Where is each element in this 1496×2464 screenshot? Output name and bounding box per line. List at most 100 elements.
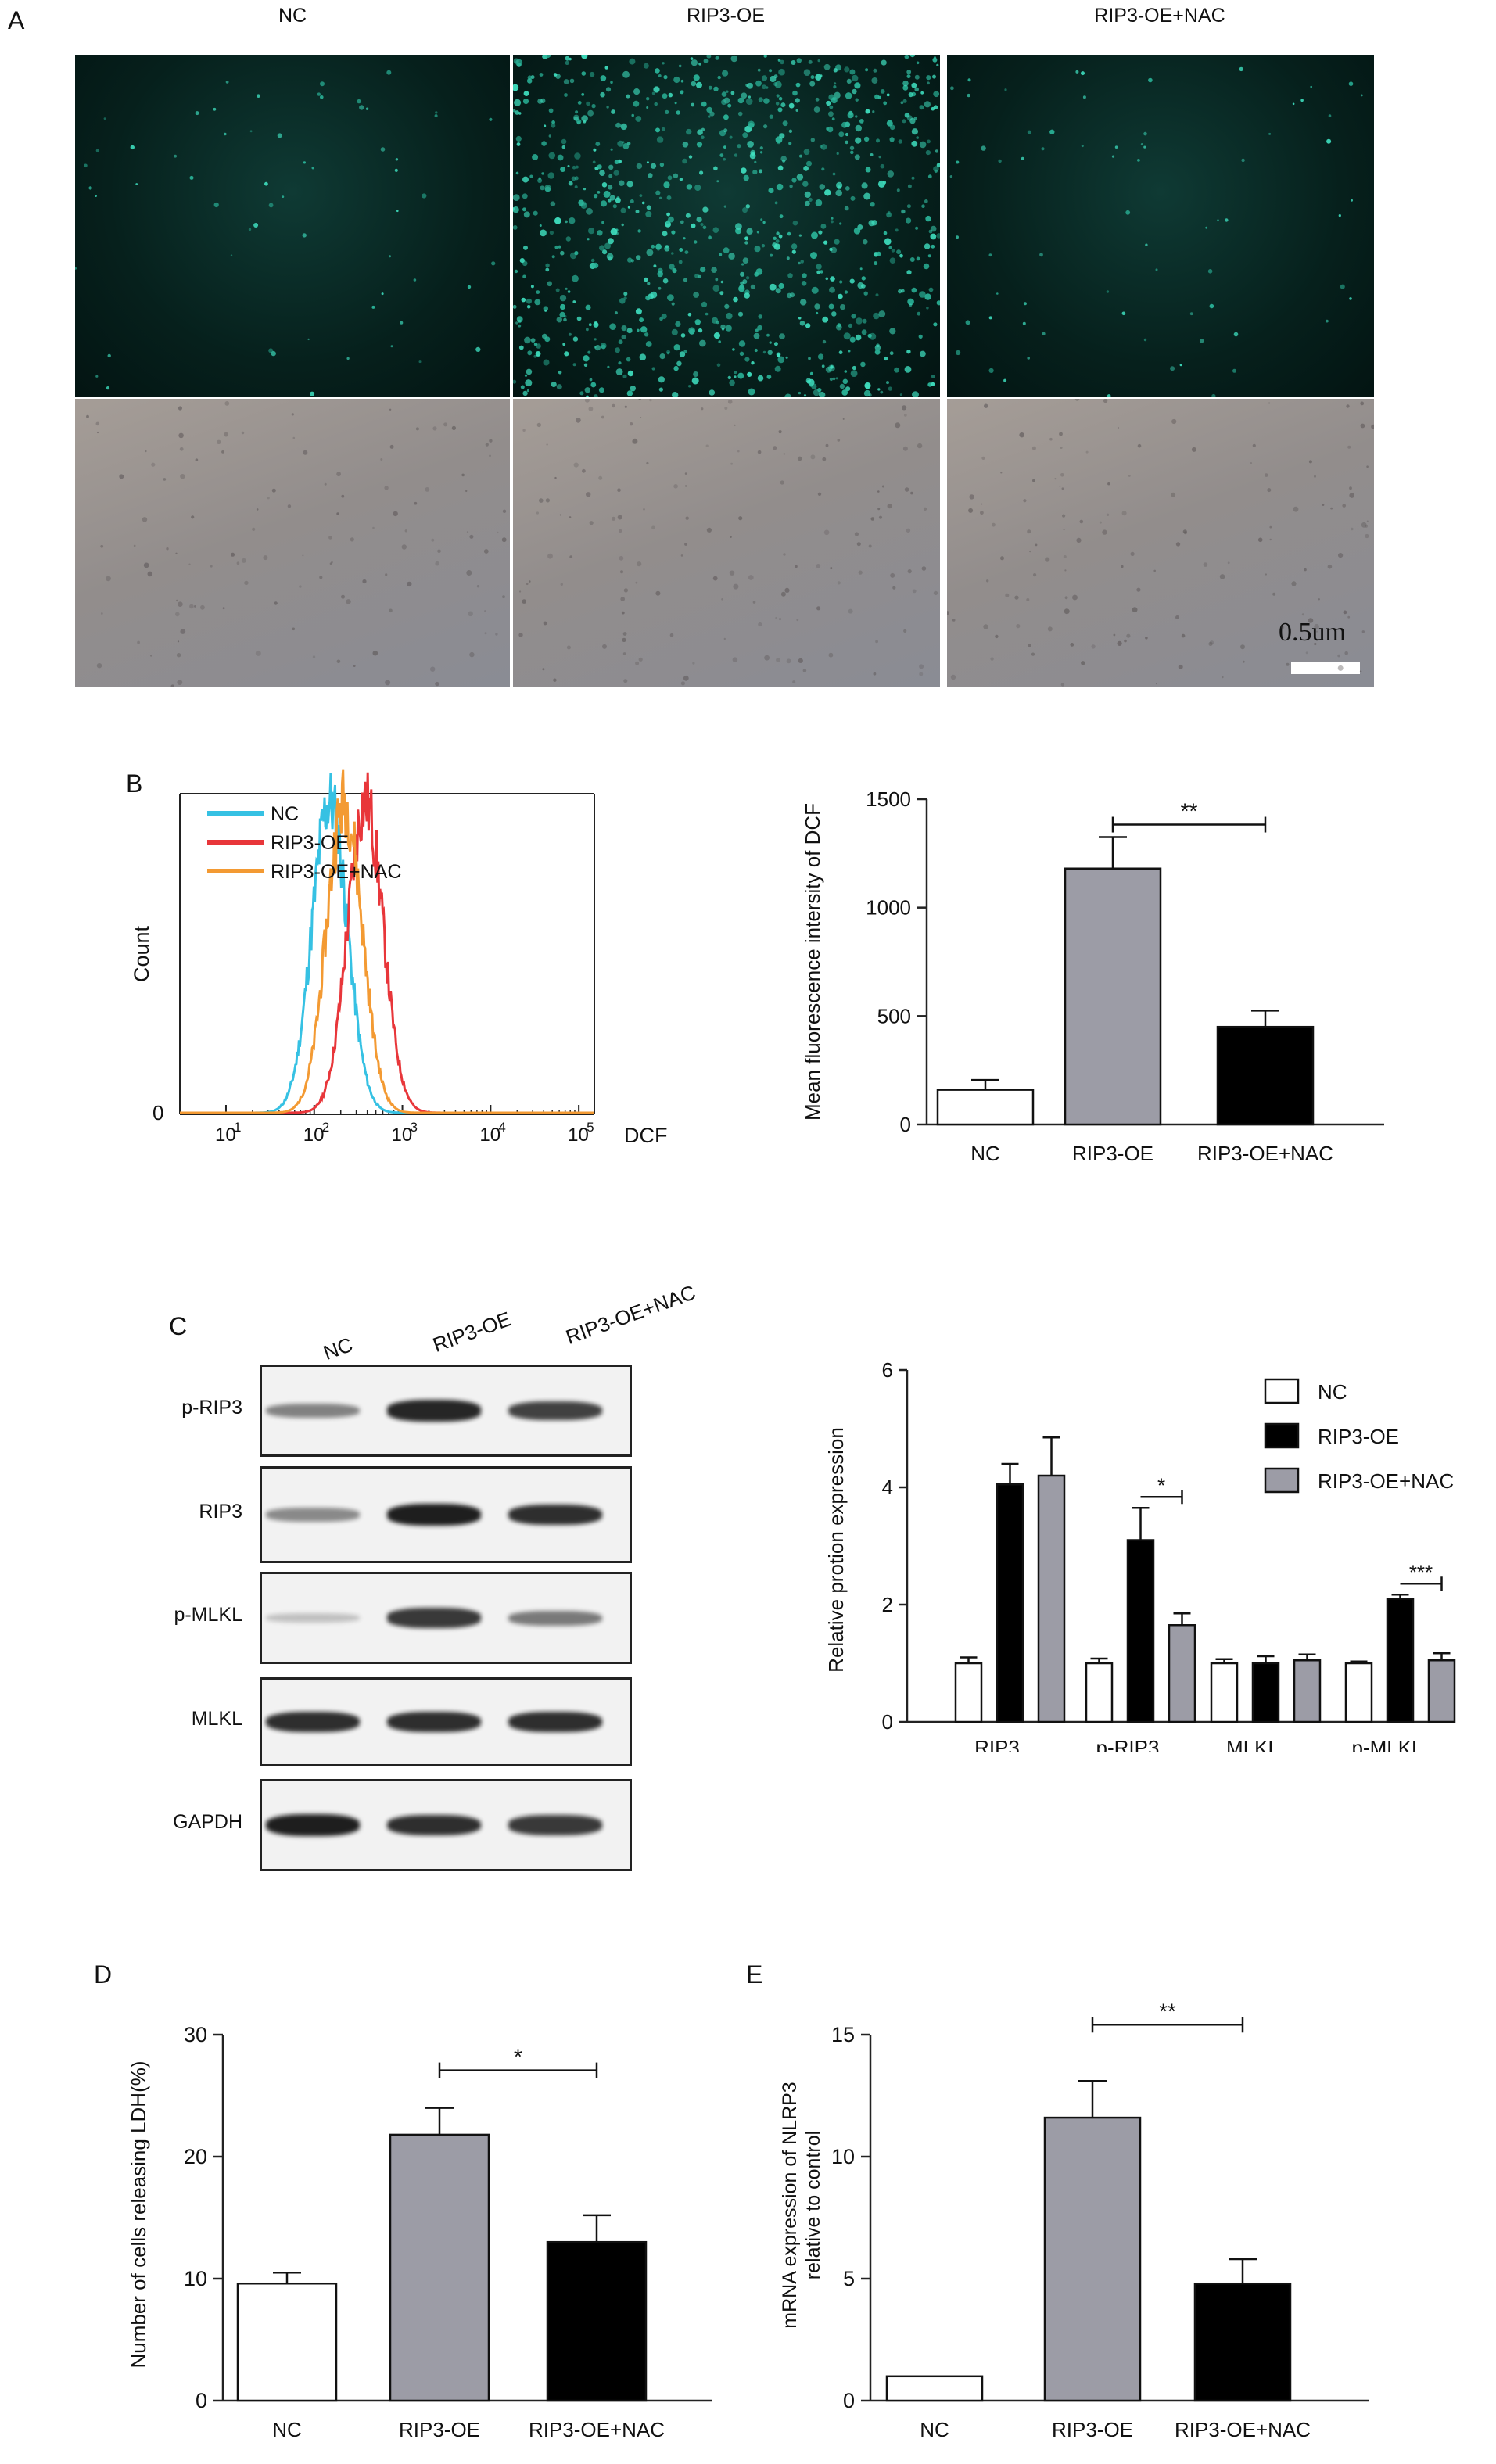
fluorescent-cell [696,217,702,223]
fluorescent-cell [595,142,601,146]
fluorescent-cell [843,332,851,340]
brightfield-cell [547,553,553,559]
fluorescent-cell [513,109,516,113]
blot-band [508,1711,602,1733]
fluorescent-cell [735,223,742,230]
fluorescent-cell [661,313,667,320]
brightfield-cell [950,674,956,680]
brightfield-cell [302,554,304,557]
brightfield-cell [179,447,184,451]
fluorescent-cell [815,97,820,102]
fluorescent-cell [923,263,930,270]
brightfield-cell [353,665,356,667]
fluorescent-cell [787,292,792,299]
y-tick-label: 0 [196,2389,207,2412]
fluorescent-cell [695,321,701,326]
fluorescent-cell [390,345,393,348]
fluorescent-cell [575,110,579,114]
brightfield-cell [425,487,430,492]
brightfield-cell [622,637,626,642]
significance-label: ** [1159,1999,1176,2023]
fluorescent-cell [899,393,902,396]
fluorescent-cell [839,304,846,310]
fluorescent-cell [513,84,519,91]
fluorescent-cell [513,194,520,201]
fluorescent-cell [886,93,890,97]
y-axis-label: Relative protion expression [824,1427,848,1673]
fluorescent-cell [599,170,605,176]
fluorescent-cell [567,290,571,293]
fluorescent-cell [855,124,862,132]
fluorescent-cell [734,153,738,157]
histogram-x-label: DCF [624,1124,668,1147]
fluorescent-cell [1205,226,1208,229]
fluorescent-cell [788,102,795,109]
fluorescent-cell [721,99,727,106]
brightfield-cell [1064,569,1067,572]
legend-label-nc: NC [271,803,299,825]
fluorescent-cell [851,314,856,319]
fluorescent-cell [534,299,541,306]
fluorescent-cell [803,166,809,171]
fluorescent-cell [874,349,881,355]
fluorescent-cell [1292,102,1295,106]
fluorescent-cell [529,174,533,178]
fluorescent-cell [936,163,940,168]
fluorescent-cell [662,278,669,284]
bar-rip3-oe-nac [1193,2282,1292,2402]
bar-p-mlkl-rip3-oe-nac [1427,1659,1456,1723]
brightfield-cell [1023,499,1027,503]
brightfield-cell [981,503,983,505]
fluorescent-cell [779,214,784,219]
fluorescent-cell [787,231,791,236]
x-tick-label-rip3: RIP3 [974,1736,1020,1752]
histogram-x-tick-label: 10 [392,1124,413,1146]
fluorescent-cell [544,336,551,343]
fluorescent-cell [712,227,719,233]
brightfield-cell [384,486,389,490]
fluorescent-cell [574,251,579,256]
brightfield-cell [224,401,230,406]
fluorescent-cell [855,98,859,102]
fluorescent-cell [902,99,907,103]
fluorescent-cell [737,111,743,117]
fluorescent-cell [791,243,798,249]
brightfield-cell [1045,557,1050,562]
fluorescent-cell [663,75,668,80]
fluorescent-cell [580,202,587,209]
fluorescent-cell [836,152,839,155]
fluorescent-cell [686,184,693,190]
brightfield-cell [451,425,456,430]
brightfield-cell [407,581,412,587]
fluorescent-cell [766,333,770,337]
fluorescent-cell [359,105,364,110]
fluorescent-cell [906,350,911,354]
blot-row-label-mlkl: MLKL [191,1708,242,1730]
brightfield-cell [773,446,777,450]
fluorescent-cell [614,311,618,315]
brightfield-cell [873,672,877,676]
fluorescent-cell [310,391,315,396]
brightfield-cell [623,679,628,683]
x-tick-label-rip3-oe: RIP3-OE [1072,1142,1153,1165]
brightfield-cell [1227,561,1230,565]
brightfield-cell [780,591,786,597]
brightfield-cell [858,570,863,575]
fluorescent-cell [950,86,954,91]
fluorescent-cell [647,282,651,285]
fluorescent-cell [871,77,878,84]
fluorescent-cell [565,56,570,61]
fluorescent-cell [130,145,135,150]
fluorescent-cell [988,316,992,320]
fluorescent-cell [872,110,875,113]
brightfield-cell [624,405,627,408]
brightfield-cell [921,566,927,571]
fluorescent-cell [640,326,648,333]
fluorescent-cell [740,281,744,285]
brightfield-cell [1265,473,1268,477]
fluorescent-cell [527,350,533,356]
fluorescent-cell [845,92,852,99]
fluorescent-cell [698,328,703,333]
fluorescent-cell [691,377,699,385]
bar-mlkl-nc [1210,1662,1239,1723]
